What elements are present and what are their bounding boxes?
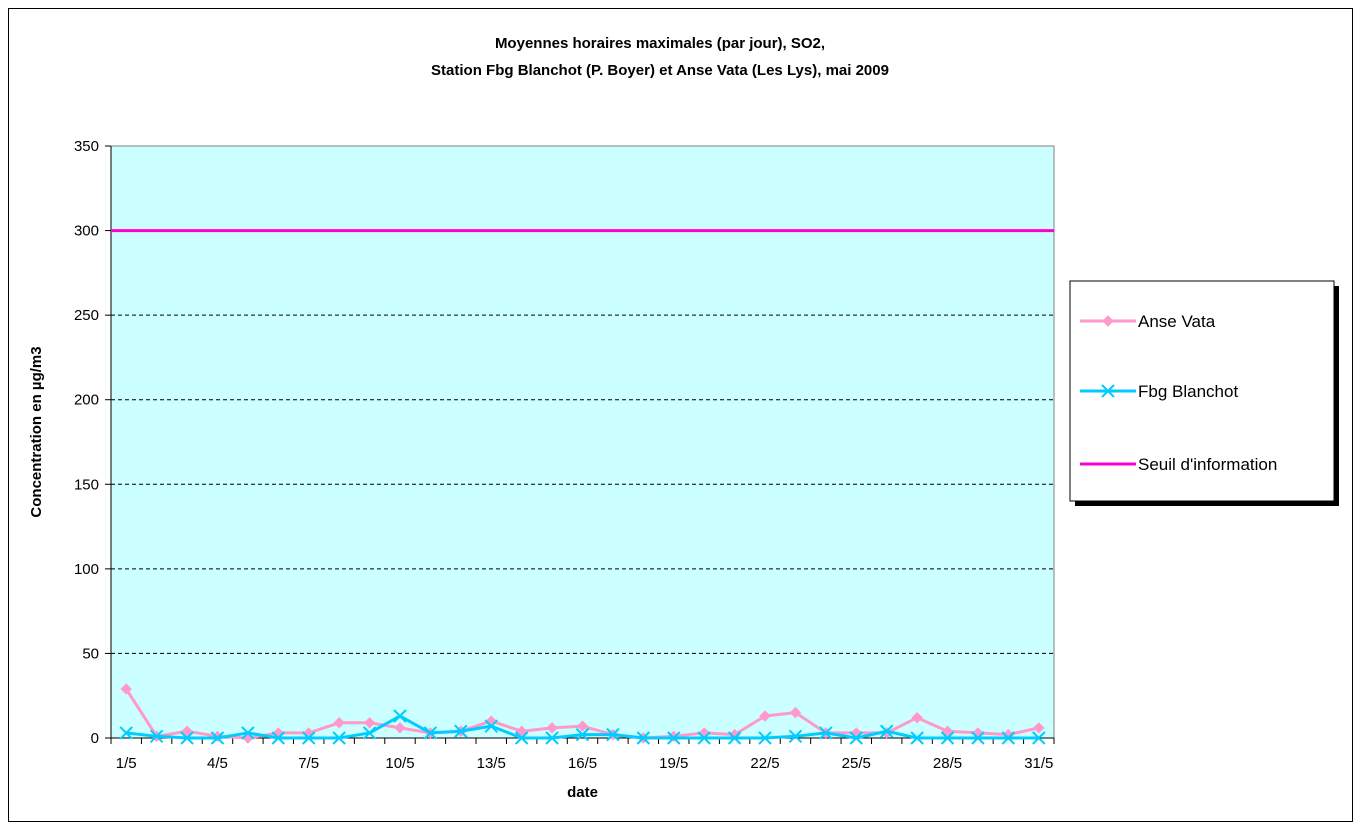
fbg-blanchot-point [1001, 731, 1016, 745]
anse-vata-point [789, 706, 802, 719]
fbg-blanchot-point [302, 731, 316, 745]
y-axis-title: Concentration en µg/m3 [28, 346, 45, 517]
fbg-blanchot-point [423, 726, 438, 740]
plot-background [111, 146, 1054, 738]
legend-label-seuil: Seuil d'information [1138, 455, 1277, 474]
legend-label-anse-vata: Anse Vata [1138, 312, 1216, 331]
y-tick-label: 0 [91, 730, 99, 747]
fbg-blanchot-point [241, 726, 255, 740]
fbg-blanchot-point [910, 731, 924, 745]
y-tick-label: 150 [74, 476, 99, 493]
fbg-blanchot-point [849, 731, 863, 745]
y-tick-label: 50 [82, 645, 99, 662]
anse-vata-point [363, 717, 376, 729]
legend: Anse Vata Fbg Blanchot Seuil d'information [1069, 280, 1339, 506]
legend-marker-fbg-blanchot [1101, 384, 1115, 398]
fbg-blanchot-point [332, 731, 346, 745]
anse-vata-point [120, 683, 132, 695]
fbg-blanchot-point [697, 731, 711, 745]
anse-vata-point [181, 725, 193, 737]
fbg-blanchot-point [210, 731, 225, 745]
y-tick-label: 200 [74, 392, 99, 409]
anse-vata-point [911, 711, 923, 724]
fbg-blanchot-point [454, 724, 468, 738]
plot-area: 0 50 100 150 200 250 300 350 1/5 4/5 7/5 10/5 13/5 16… [74, 138, 1055, 772]
fbg-blanchot-point [606, 727, 620, 742]
fbg-blanchot-point [393, 709, 407, 723]
x-tick-label: 25/5 [842, 755, 871, 772]
fbg-blanchot-point [484, 719, 498, 733]
x-tick-label: 7/5 [298, 755, 319, 772]
x-axis-title: date [567, 784, 598, 801]
fbg-blanchot-point [971, 731, 985, 745]
chart-title-line-1: Moyennes horaires maximales (par jour), … [495, 35, 825, 52]
anse-vata-point [941, 725, 954, 737]
fbg-blanchot-point [514, 731, 529, 745]
fbg-blanchot-point [362, 726, 377, 740]
legend-label-fbg-blanchot: Fbg Blanchot [1138, 382, 1238, 401]
x-tick-label: 16/5 [568, 755, 597, 772]
fbg-blanchot-point [636, 731, 651, 745]
x-tick-label: 10/5 [385, 755, 414, 772]
legend-marker-anse-vata [1102, 315, 1114, 327]
x-tick-label: 1/5 [116, 755, 137, 772]
x-tick-label: 13/5 [477, 755, 506, 772]
anse-vata-point [394, 722, 406, 734]
x-tick-label: 4/5 [207, 755, 228, 772]
fbg-blanchot-point [788, 729, 803, 744]
fbg-blanchot-point [727, 731, 742, 745]
fbg-blanchot-point [575, 727, 590, 742]
anse-vata-point [759, 710, 771, 722]
anse-vata-point [546, 722, 558, 734]
fbg-blanchot-point [1032, 731, 1046, 745]
fbg-blanchot-point [819, 726, 833, 740]
y-tick-label: 300 [74, 223, 99, 240]
fbg-blanchot-point [545, 731, 559, 745]
fbg-blanchot-point [758, 731, 772, 745]
fbg-blanchot-point [271, 731, 286, 745]
x-tick-label: 19/5 [659, 755, 688, 772]
y-tick-label: 100 [74, 561, 99, 578]
x-tick-label: 31/5 [1024, 755, 1053, 772]
anse-vata-point [576, 720, 589, 732]
fbg-blanchot-point [119, 726, 133, 740]
fbg-blanchot-point [940, 731, 955, 745]
y-tick-label: 350 [74, 138, 99, 155]
x-tick-label: 28/5 [933, 755, 962, 772]
fbg-blanchot-point [879, 724, 894, 738]
anse-vata-point [1033, 722, 1045, 734]
fbg-blanchot-point [667, 731, 681, 745]
y-tick-label: 250 [74, 307, 99, 324]
chart-title-line-2: Station Fbg Blanchot (P. Boyer) et Anse … [431, 62, 889, 79]
fbg-blanchot-point [149, 729, 164, 744]
fbg-blanchot-point [180, 731, 194, 745]
anse-vata-point [515, 725, 528, 737]
anse-vata-point [333, 717, 345, 729]
x-tick-label: 22/5 [750, 755, 779, 772]
